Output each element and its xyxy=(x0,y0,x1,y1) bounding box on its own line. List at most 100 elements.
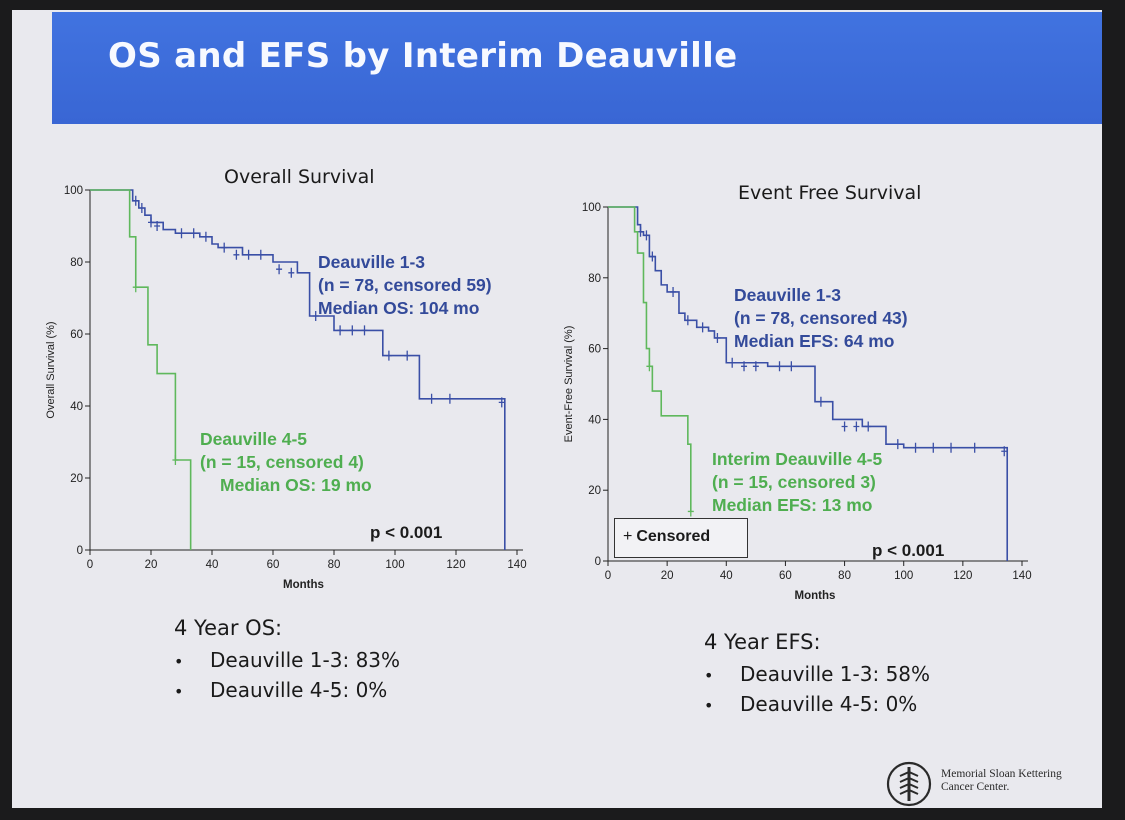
os-series-1-censor-mark xyxy=(446,393,453,404)
os-y-tick-label: 80 xyxy=(70,257,83,269)
efs-y-tick-label: 0 xyxy=(595,556,601,568)
efs-y-tick-label: 40 xyxy=(588,414,601,426)
os-series-1-censor-mark xyxy=(276,264,283,275)
efs-y-tick-label: 80 xyxy=(588,273,601,285)
efs-summary-item: • Deauville 1-3: 58% xyxy=(704,662,930,686)
efs-series-2-censor-mark xyxy=(687,506,694,517)
efs-series-1-censor-mark xyxy=(741,361,748,372)
efs-series-2-line xyxy=(608,206,692,512)
efs-x-tick-label: 100 xyxy=(894,570,913,582)
slide: OS and EFS by Interim Deauville Overall … xyxy=(12,10,1102,808)
slide-title: OS and EFS by Interim Deauville xyxy=(108,36,738,76)
efs-y-tick-label: 20 xyxy=(588,485,601,497)
os-x-tick-label: 100 xyxy=(385,559,404,571)
efs-series-1-censor-mark xyxy=(948,442,955,453)
os-group1-name: Deauville 1-3 xyxy=(318,252,425,272)
efs-series-1-censor-mark xyxy=(865,421,872,432)
os-series-1-censor-mark xyxy=(221,242,228,253)
mskcc-emblem-icon xyxy=(886,761,932,807)
logo-text-line: Memorial Sloan Kettering xyxy=(941,768,1062,780)
efs-x-axis-label: Months xyxy=(795,590,836,602)
efs-x-tick-label: 80 xyxy=(838,570,851,582)
efs-chart-title: Event Free Survival xyxy=(738,182,922,204)
efs-series-1-censor-mark xyxy=(776,361,783,372)
os-group2-median: Median OS: 19 mo xyxy=(220,475,372,495)
os-series-1-censor-mark xyxy=(233,249,240,260)
os-series-1-censor-mark xyxy=(312,311,319,321)
efs-series-1-censor-mark xyxy=(817,396,824,407)
os-series-1-censor-mark xyxy=(288,267,295,278)
efs-p-value: p < 0.001 xyxy=(872,541,945,560)
os-series-2-censor-mark xyxy=(172,455,179,465)
efs-summary-item-text: Deauville 1-3: 58% xyxy=(740,662,931,686)
efs-series-1-censor-mark xyxy=(930,442,937,453)
os-series-1-censor-mark xyxy=(178,228,185,239)
efs-series-1-censor-mark xyxy=(729,357,736,368)
efs-series-1-censor-mark xyxy=(643,230,650,241)
os-x-tick-label: 20 xyxy=(145,559,158,571)
os-series-1-censor-mark xyxy=(257,249,264,260)
os-y-tick-label: 60 xyxy=(70,329,83,341)
mskcc-logo: Memorial Sloan Kettering Cancer Center. xyxy=(885,758,1085,808)
efs-series-1-censor-mark xyxy=(788,361,795,372)
os-summary: 4 Year OS: • Deauville 1-3: 83% • Deauvill… xyxy=(174,616,400,708)
efs-y-axis-label: Event-Free Survival (%) xyxy=(563,326,575,443)
os-series-1-censor-mark xyxy=(190,228,197,239)
os-p-value: p < 0.001 xyxy=(370,523,443,542)
efs-group2-annotation: Interim Deauville 4-5 (n = 15, censored … xyxy=(712,448,882,517)
efs-series-1-censor-mark xyxy=(752,361,759,372)
os-series-1-censor-mark xyxy=(148,217,154,228)
os-x-tick-label: 120 xyxy=(446,559,465,571)
os-series-1-censor-mark xyxy=(138,203,145,213)
os-summary-item-text: Deauville 1-3: 83% xyxy=(210,648,401,672)
efs-y-tick-label: 100 xyxy=(582,202,601,214)
logo-text-line: Cancer Center. xyxy=(941,781,1010,793)
efs-series-1-censor-mark xyxy=(637,226,644,237)
efs-series-1-censor-mark xyxy=(1001,446,1008,457)
os-y-tick-label: 20 xyxy=(70,473,83,485)
os-x-axis-label: Months xyxy=(283,579,324,591)
efs-km-plot: 0 20 40 60 80 100 120 140 0 20 40 60 80 100 Months Even… xyxy=(563,202,1032,602)
os-series-1-censor-mark xyxy=(132,195,139,206)
os-series-1-censor-mark xyxy=(202,231,209,242)
efs-x-tick-label: 20 xyxy=(661,570,674,582)
efs-series-1-censor-mark xyxy=(841,421,848,432)
os-group2-annotation: Deauville 4-5 (n = 15, censored 4) Media… xyxy=(200,428,372,497)
os-x-tick-label: 140 xyxy=(507,559,526,571)
os-x-tick-label: 60 xyxy=(267,559,280,571)
efs-group2-median: Median EFS: 13 mo xyxy=(712,495,873,515)
efs-series-1-censor-mark xyxy=(853,421,860,432)
censored-legend: + Censored xyxy=(614,518,748,558)
efs-series-2-censor-mark xyxy=(646,361,653,372)
os-x-tick-label: 40 xyxy=(206,559,219,571)
bullet-icon: • xyxy=(174,682,184,701)
title-bar: OS and EFS by Interim Deauville xyxy=(52,12,1102,124)
efs-group1-name: Deauville 1-3 xyxy=(734,285,841,305)
os-series-1-censor-mark xyxy=(498,397,505,408)
efs-group1-median: Median EFS: 64 mo xyxy=(734,331,895,351)
efs-series-1-censor-mark xyxy=(714,332,721,343)
efs-x-tick-label: 60 xyxy=(779,570,792,582)
efs-summary-heading: 4 Year EFS: xyxy=(704,630,821,654)
os-y-axis-label: Overall Survival (%) xyxy=(45,321,57,418)
os-x-tick-label: 0 xyxy=(87,559,93,571)
efs-summary-item-text: Deauville 4-5: 0% xyxy=(740,692,918,716)
efs-x-tick-label: 40 xyxy=(720,570,733,582)
efs-summary-item: • Deauville 4-5: 0% xyxy=(704,692,930,716)
bullet-icon: • xyxy=(704,666,714,685)
os-summary-item: • Deauville 1-3: 83% xyxy=(174,648,400,672)
os-series-1-censor-mark xyxy=(428,393,435,404)
efs-x-tick-label: 0 xyxy=(605,570,611,582)
os-x-tick-label: 80 xyxy=(328,559,341,571)
os-km-plot: 0 20 40 60 80 100 120 140 0 20 40 60 80 100 Months Over… xyxy=(45,185,527,591)
efs-series-1-censor-mark xyxy=(699,322,706,333)
os-series-1-censor-mark xyxy=(337,325,344,336)
os-group1-median: Median OS: 104 mo xyxy=(318,298,480,318)
os-y-tick-label: 40 xyxy=(70,401,83,413)
os-y-tick-label: 0 xyxy=(77,545,83,557)
os-series-1-censor-mark xyxy=(245,249,252,260)
os-series-1-censor-mark xyxy=(385,350,392,361)
os-summary-item: • Deauville 4-5: 0% xyxy=(174,678,400,702)
os-series-1-censor-mark xyxy=(404,350,411,361)
os-group1-count: (n = 78, censored 59) xyxy=(318,275,492,295)
